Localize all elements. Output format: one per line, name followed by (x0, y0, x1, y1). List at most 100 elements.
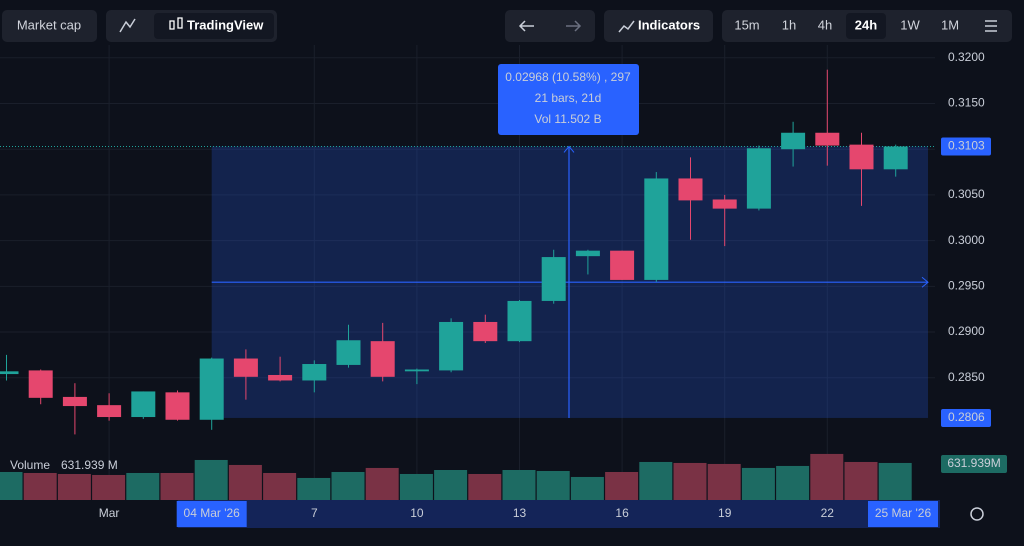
candle-body (575, 250, 600, 257)
interval-active-bg (846, 13, 886, 39)
plot (0, 45, 935, 500)
volume-bar (605, 471, 639, 500)
candle-body (473, 321, 498, 342)
candle-body (302, 364, 327, 381)
volume-bar (639, 461, 673, 500)
interval-button[interactable]: 4h (818, 17, 832, 32)
volume-bar (228, 464, 262, 500)
back-arrow[interactable] (518, 20, 534, 32)
volume-bar (468, 473, 502, 500)
candle-body (268, 374, 293, 381)
candle-body (28, 370, 53, 398)
x-tick-label: 10 (410, 506, 424, 520)
y-tick-label: 0.3050 (948, 187, 985, 201)
market-cap-button[interactable] (2, 10, 97, 42)
candle-body (849, 144, 874, 170)
nav-group (505, 10, 595, 42)
interval-button[interactable]: 1M (941, 17, 959, 32)
volume-axis-label: 631.939M (947, 456, 1000, 470)
candle-body (439, 321, 464, 371)
candle-icon (169, 17, 183, 30)
settings-gear[interactable] (970, 507, 984, 521)
measure-tooltip-line: 21 bars, 21d (535, 91, 602, 105)
y-tick-label: 0.2850 (948, 370, 985, 384)
volume-bar (536, 470, 570, 500)
volume-bar (23, 472, 57, 500)
volume-bar (57, 473, 91, 500)
candle-body (541, 257, 566, 301)
y-tick-label: 0.2950 (948, 278, 985, 292)
y-tick-label: 0.3200 (948, 50, 985, 64)
tradingview-label: TradingView (187, 17, 264, 32)
candle-body (883, 146, 908, 170)
x-tick-label: 16 (615, 506, 629, 520)
candle-body (165, 392, 190, 420)
volume-bar (776, 465, 810, 500)
volume-bar (878, 462, 912, 500)
indicators-label: Indicators (638, 17, 700, 32)
candle-body (97, 405, 122, 418)
volume-bar (0, 471, 23, 500)
volume-bar (707, 463, 741, 500)
volume-bar (844, 461, 878, 500)
y-tick-label: 0.3000 (948, 233, 985, 247)
volume-bar (194, 459, 228, 500)
measure-tooltip-line: Vol 11.502 B (534, 112, 601, 126)
candle-body (678, 178, 703, 201)
indicators-icon (618, 20, 635, 33)
volume-bar (502, 469, 536, 500)
indicators-button[interactable] (604, 10, 713, 42)
x-tick-label: 19 (718, 506, 732, 520)
price-marker-label: 0.2806 (948, 410, 985, 424)
candle-body (746, 148, 771, 209)
settings-icon[interactable] (985, 20, 997, 32)
volume-axis-tag (941, 455, 1007, 473)
volume-bar (160, 472, 194, 500)
candle-body (507, 300, 532, 342)
price-marker-tag (941, 408, 991, 427)
volume-legend-value: 631.939 M (61, 458, 118, 472)
candle-body (0, 371, 19, 375)
range-label: 25 Mar '26 (875, 506, 932, 520)
candle-body (131, 391, 156, 418)
interval-button[interactable]: 15m (734, 17, 759, 32)
volume-bar (399, 473, 433, 500)
measure-tooltip-line: 0.02968 (10.58%) , 297 (505, 70, 631, 84)
volume-legend: Volume (10, 458, 50, 472)
range-label-tag (868, 501, 938, 527)
candle-body (712, 199, 737, 209)
interval-button[interactable]: 1W (900, 17, 920, 32)
candle-body (336, 340, 361, 365)
candle-body (199, 358, 224, 420)
volume-bar (810, 453, 844, 500)
date-range-band (177, 500, 940, 528)
price-axis-bg (935, 45, 1024, 500)
line-chart-icon[interactable] (119, 18, 136, 33)
candle-body (644, 178, 669, 280)
volume-bar (434, 469, 468, 500)
volume-bar (673, 462, 707, 500)
interval-button[interactable]: 24h (855, 17, 877, 32)
candle-body (233, 358, 258, 377)
interval-button[interactable]: 1h (782, 17, 796, 32)
x-tick-label: Mar (99, 506, 120, 520)
volume-bar (570, 476, 604, 500)
volume-bar (126, 472, 160, 500)
forward-arrow[interactable] (566, 20, 582, 32)
market-cap-label: Market cap (17, 17, 81, 32)
measure-h-head (921, 276, 929, 288)
candle-body (610, 250, 635, 280)
candle-body (815, 132, 840, 146)
tradingview-button[interactable] (154, 13, 274, 39)
volume-bar (297, 477, 331, 500)
range-label: 04 Mar '26 (184, 506, 241, 520)
y-tick-label: 0.2900 (948, 324, 985, 338)
range-label-tag (176, 501, 247, 527)
volume-bar (741, 467, 775, 500)
volume-bar (263, 472, 297, 500)
candle-body (781, 132, 806, 150)
x-tick-label: 7 (311, 506, 318, 520)
y-tick-label: 0.3150 (948, 96, 985, 110)
